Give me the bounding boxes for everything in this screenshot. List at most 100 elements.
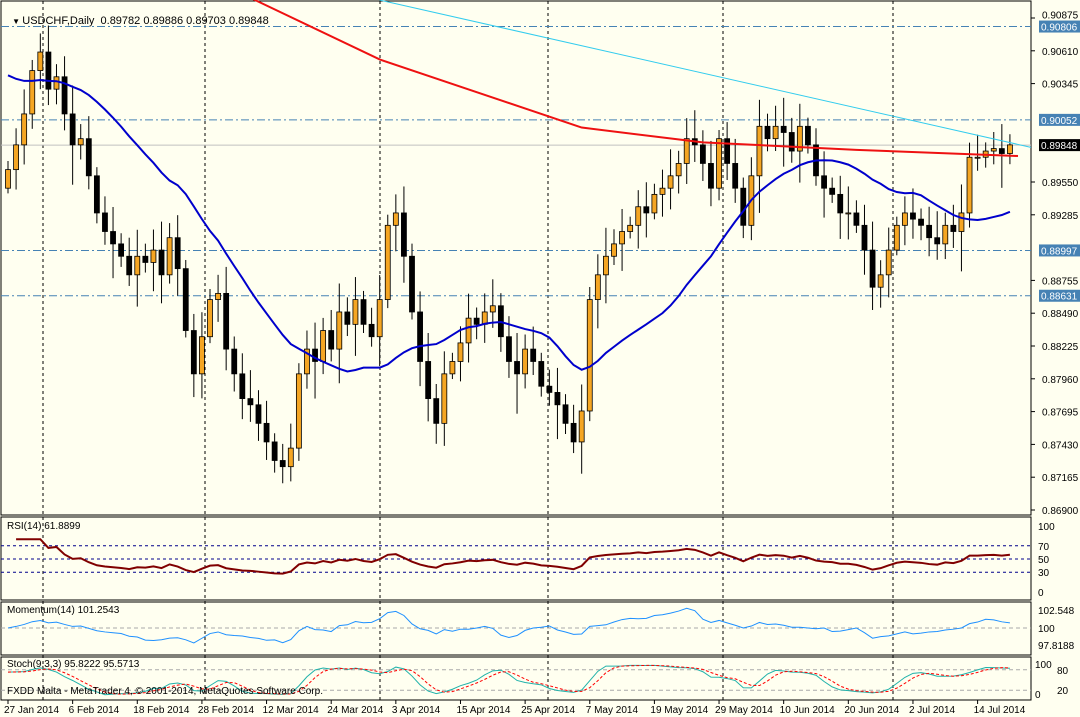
candle <box>805 125 811 146</box>
price-tick-label: 0.87430 <box>1042 440 1079 451</box>
candle <box>134 255 141 276</box>
candle <box>312 348 318 362</box>
candle <box>223 292 230 350</box>
ohlc-values: 0.89782 0.89886 0.89703 0.89848 <box>100 15 269 27</box>
level-price-badge <box>1039 113 1080 126</box>
candle <box>594 274 601 300</box>
momentum-label: Momentum(14) 101.2543 <box>7 605 120 616</box>
candle <box>958 212 965 232</box>
stoch-label: Stoch(9,3,3) 95.8222 95.5713 <box>7 659 140 670</box>
candle <box>29 70 36 115</box>
date-label: 18 Feb 2014 <box>133 705 190 716</box>
date-label: 10 Jun 2014 <box>780 705 835 716</box>
dropdown-arrow-icon[interactable]: ▼ <box>12 17 23 26</box>
candle <box>344 311 351 325</box>
candle <box>683 138 690 164</box>
candle <box>295 373 302 449</box>
candle <box>603 255 609 276</box>
rsi-label: RSI(14) 61.8899 <box>7 521 81 532</box>
level-price-badge <box>1039 289 1080 302</box>
candle <box>263 422 270 443</box>
trendline <box>379 0 1032 148</box>
candle <box>926 224 933 239</box>
candle <box>21 113 28 146</box>
candle <box>441 373 448 424</box>
candle <box>635 206 642 226</box>
candle <box>368 323 375 338</box>
rsi-panel <box>0 516 1032 601</box>
candle <box>966 156 973 214</box>
date-label: 19 May 2014 <box>650 705 708 716</box>
candle <box>627 224 634 232</box>
candle <box>69 113 76 146</box>
candle <box>409 255 415 313</box>
momentum-tick-label: 100 <box>1038 624 1055 635</box>
candle <box>934 237 941 245</box>
candle <box>796 125 803 152</box>
chart-header: ▼ USDCHF,Daily 0.89782 0.89886 0.89703 0… <box>6 3 269 27</box>
candle <box>998 148 1005 154</box>
candle <box>522 348 529 375</box>
candle <box>126 255 133 276</box>
candle <box>546 385 553 393</box>
candle <box>845 212 852 215</box>
date-label: 25 Apr 2014 <box>521 705 575 716</box>
candle <box>360 299 367 325</box>
candle <box>651 193 658 214</box>
date-label: 7 May 2014 <box>586 705 639 716</box>
candle <box>538 361 545 387</box>
candle <box>611 243 617 257</box>
candle <box>659 187 666 195</box>
level-price-label: 0.88997 <box>1041 246 1078 257</box>
candle <box>352 299 359 325</box>
candle <box>942 224 949 245</box>
candle <box>142 255 149 263</box>
candle <box>433 398 440 424</box>
stoch-tick-label: 80 <box>1057 666 1069 677</box>
stoch-panel <box>0 656 1032 701</box>
date-label: 24 Mar 2014 <box>327 705 384 716</box>
candle <box>61 76 68 115</box>
rsi-tick-label: 0 <box>1038 588 1044 599</box>
candle <box>207 299 213 338</box>
candles <box>5 25 1013 484</box>
candle <box>174 237 181 270</box>
price-tick-label: 0.89550 <box>1042 178 1079 189</box>
candle <box>578 410 585 443</box>
candle <box>910 212 916 220</box>
rsi-tick-label: 30 <box>1038 568 1050 579</box>
price-tick-label: 0.88490 <box>1042 309 1079 320</box>
candle <box>853 212 860 226</box>
candle <box>304 348 310 375</box>
candle <box>384 224 391 300</box>
candle <box>53 76 60 90</box>
candle <box>5 169 11 189</box>
current-price-badge <box>1039 139 1080 152</box>
candle <box>918 218 924 226</box>
level-price-badge <box>1039 20 1080 33</box>
candle <box>772 125 779 140</box>
candle <box>401 212 407 257</box>
candle <box>255 404 262 424</box>
candle <box>392 212 399 226</box>
candle <box>699 144 706 164</box>
date-label: 28 Feb 2014 <box>198 705 255 716</box>
sma-slow-line <box>252 0 1019 158</box>
candle <box>990 148 997 152</box>
candle <box>780 125 787 133</box>
symbol-label: USDCHF,Daily <box>22 15 95 27</box>
level-price-badge <box>1039 244 1080 257</box>
main-panel <box>0 0 1032 516</box>
candle <box>619 231 625 245</box>
stoch-tick-label: 100 <box>1035 660 1052 671</box>
copyright-text: FXDD Malta - MetaTrader 4, © 2001-2014, … <box>7 686 324 697</box>
candle <box>279 460 286 468</box>
candle <box>93 175 100 214</box>
candle <box>13 144 19 171</box>
candle <box>554 392 561 406</box>
price-tick-label: 0.86900 <box>1042 506 1079 517</box>
stoch-tick-label: 0 <box>1035 690 1041 701</box>
momentum-line <box>7 607 1010 644</box>
rsi-tick-label: 70 <box>1038 542 1050 553</box>
